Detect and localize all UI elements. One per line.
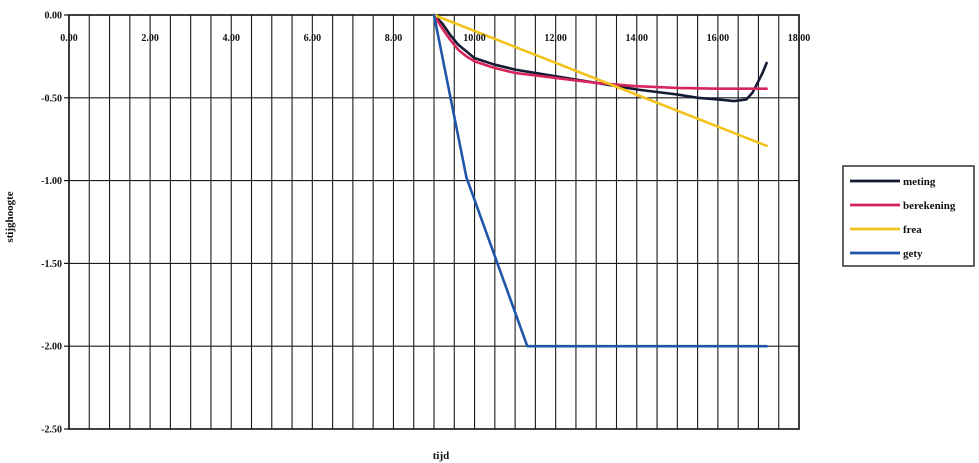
y-tick-label: -1.50 <box>41 259 62 270</box>
x-tick-label: 4.00 <box>222 33 240 44</box>
y-tick-label: -2.00 <box>41 342 62 353</box>
plot-frame <box>64 14 800 430</box>
series-line-frea <box>432 13 768 148</box>
x-tick-labels: 0.00 2.00 4.00 6.00 8.00 10.00 12.00 14.00 16.00… <box>60 33 810 44</box>
x-tick-label: 12.00 <box>544 33 567 44</box>
y-axis-title: stijghoogte <box>4 191 16 242</box>
y-tick-label: -2.50 <box>41 425 62 436</box>
x-tick-label: 0.00 <box>60 33 78 44</box>
x-axis-title: tijd <box>433 450 450 462</box>
x-tick-label: 8.00 <box>385 33 403 44</box>
x-tick-label: 18.00 <box>788 33 811 44</box>
x-tick-label: 16.00 <box>707 33 730 44</box>
x-tick-label: 14.00 <box>626 33 649 44</box>
series-layer <box>432 13 768 348</box>
legend: meting berekening frea gety <box>842 165 975 267</box>
series-line-berekening <box>432 13 768 90</box>
x-tick-label: 6.00 <box>304 33 322 44</box>
y-tick-label: 0.00 <box>45 11 63 22</box>
minor-grid <box>68 15 800 429</box>
x-tick-label: 2.00 <box>141 33 159 44</box>
legend-label-frea: frea <box>903 224 922 236</box>
x-tick-label: 10.00 <box>463 33 486 44</box>
legend-label-meting: meting <box>903 176 936 188</box>
legend-label-berekening: berekening <box>903 200 956 212</box>
y-tick-label: -0.50 <box>41 93 62 104</box>
y-tick-labels: 0.00 -0.50 -1.00 -1.50 -2.00 -2.50 <box>41 11 62 436</box>
y-tick-label: -1.00 <box>41 176 62 187</box>
series-line-gety <box>432 13 768 348</box>
legend-label-gety: gety <box>903 248 923 260</box>
legend-box <box>842 165 975 267</box>
